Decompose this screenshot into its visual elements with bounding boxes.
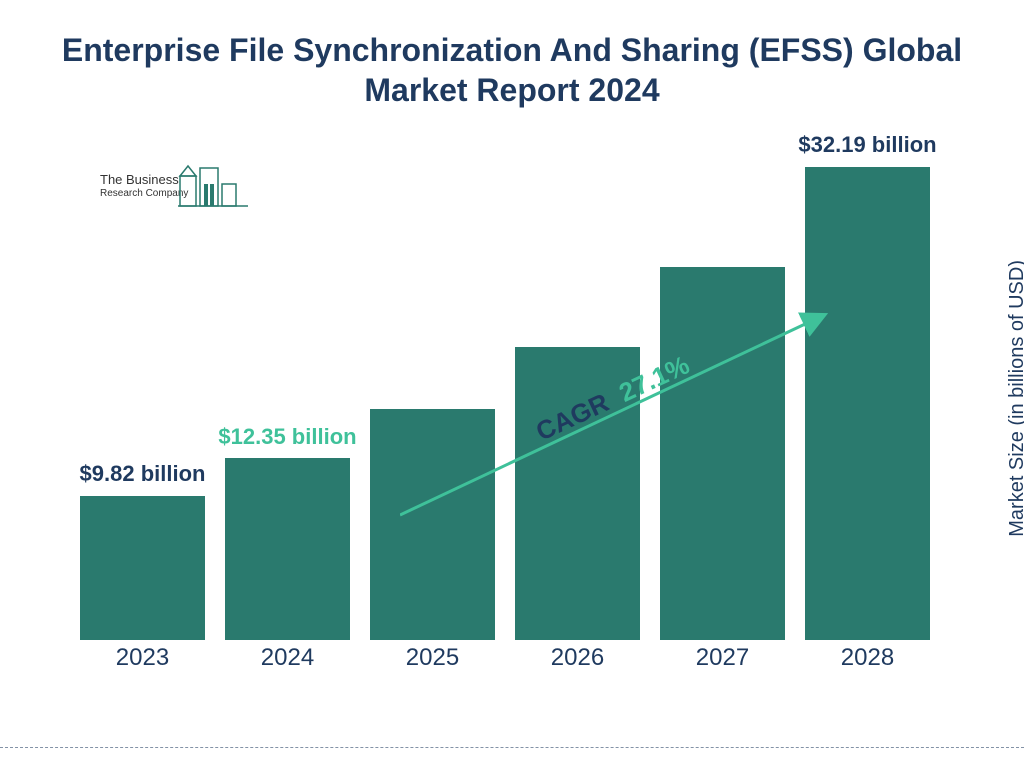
x-tick-label: 2024 [225, 640, 350, 670]
x-tick-label: 2025 [370, 640, 495, 670]
bar-2027 [660, 267, 785, 640]
footer-divider [0, 747, 1024, 748]
bar-value-label: $9.82 billion [68, 461, 218, 487]
bar-rect [660, 267, 785, 640]
bar-2025 [370, 409, 495, 640]
bar-value-label: $32.19 billion [793, 132, 943, 158]
x-axis-labels: 2023 2024 2025 2026 2027 2028 [80, 640, 930, 670]
bar-2024: $12.35 billion [225, 458, 350, 640]
bar-2028: $32.19 billion [805, 167, 930, 640]
bar-rect [225, 458, 350, 640]
y-axis-label: Market Size (in billions of USD) [1006, 260, 1024, 537]
x-tick-label: 2028 [805, 640, 930, 670]
bar-rect [370, 409, 495, 640]
bars-container: $9.82 billion$12.35 billion$32.19 billio… [80, 140, 930, 640]
chart-title: Enterprise File Synchronization And Shar… [0, 30, 1024, 110]
x-tick-label: 2026 [515, 640, 640, 670]
bar-2023: $9.82 billion [80, 496, 205, 640]
x-tick-label: 2023 [80, 640, 205, 670]
bar-chart: $9.82 billion$12.35 billion$32.19 billio… [80, 140, 930, 670]
x-tick-label: 2027 [660, 640, 785, 670]
bar-rect [80, 496, 205, 640]
bar-rect [805, 167, 930, 640]
bar-value-label: $12.35 billion [213, 424, 363, 450]
